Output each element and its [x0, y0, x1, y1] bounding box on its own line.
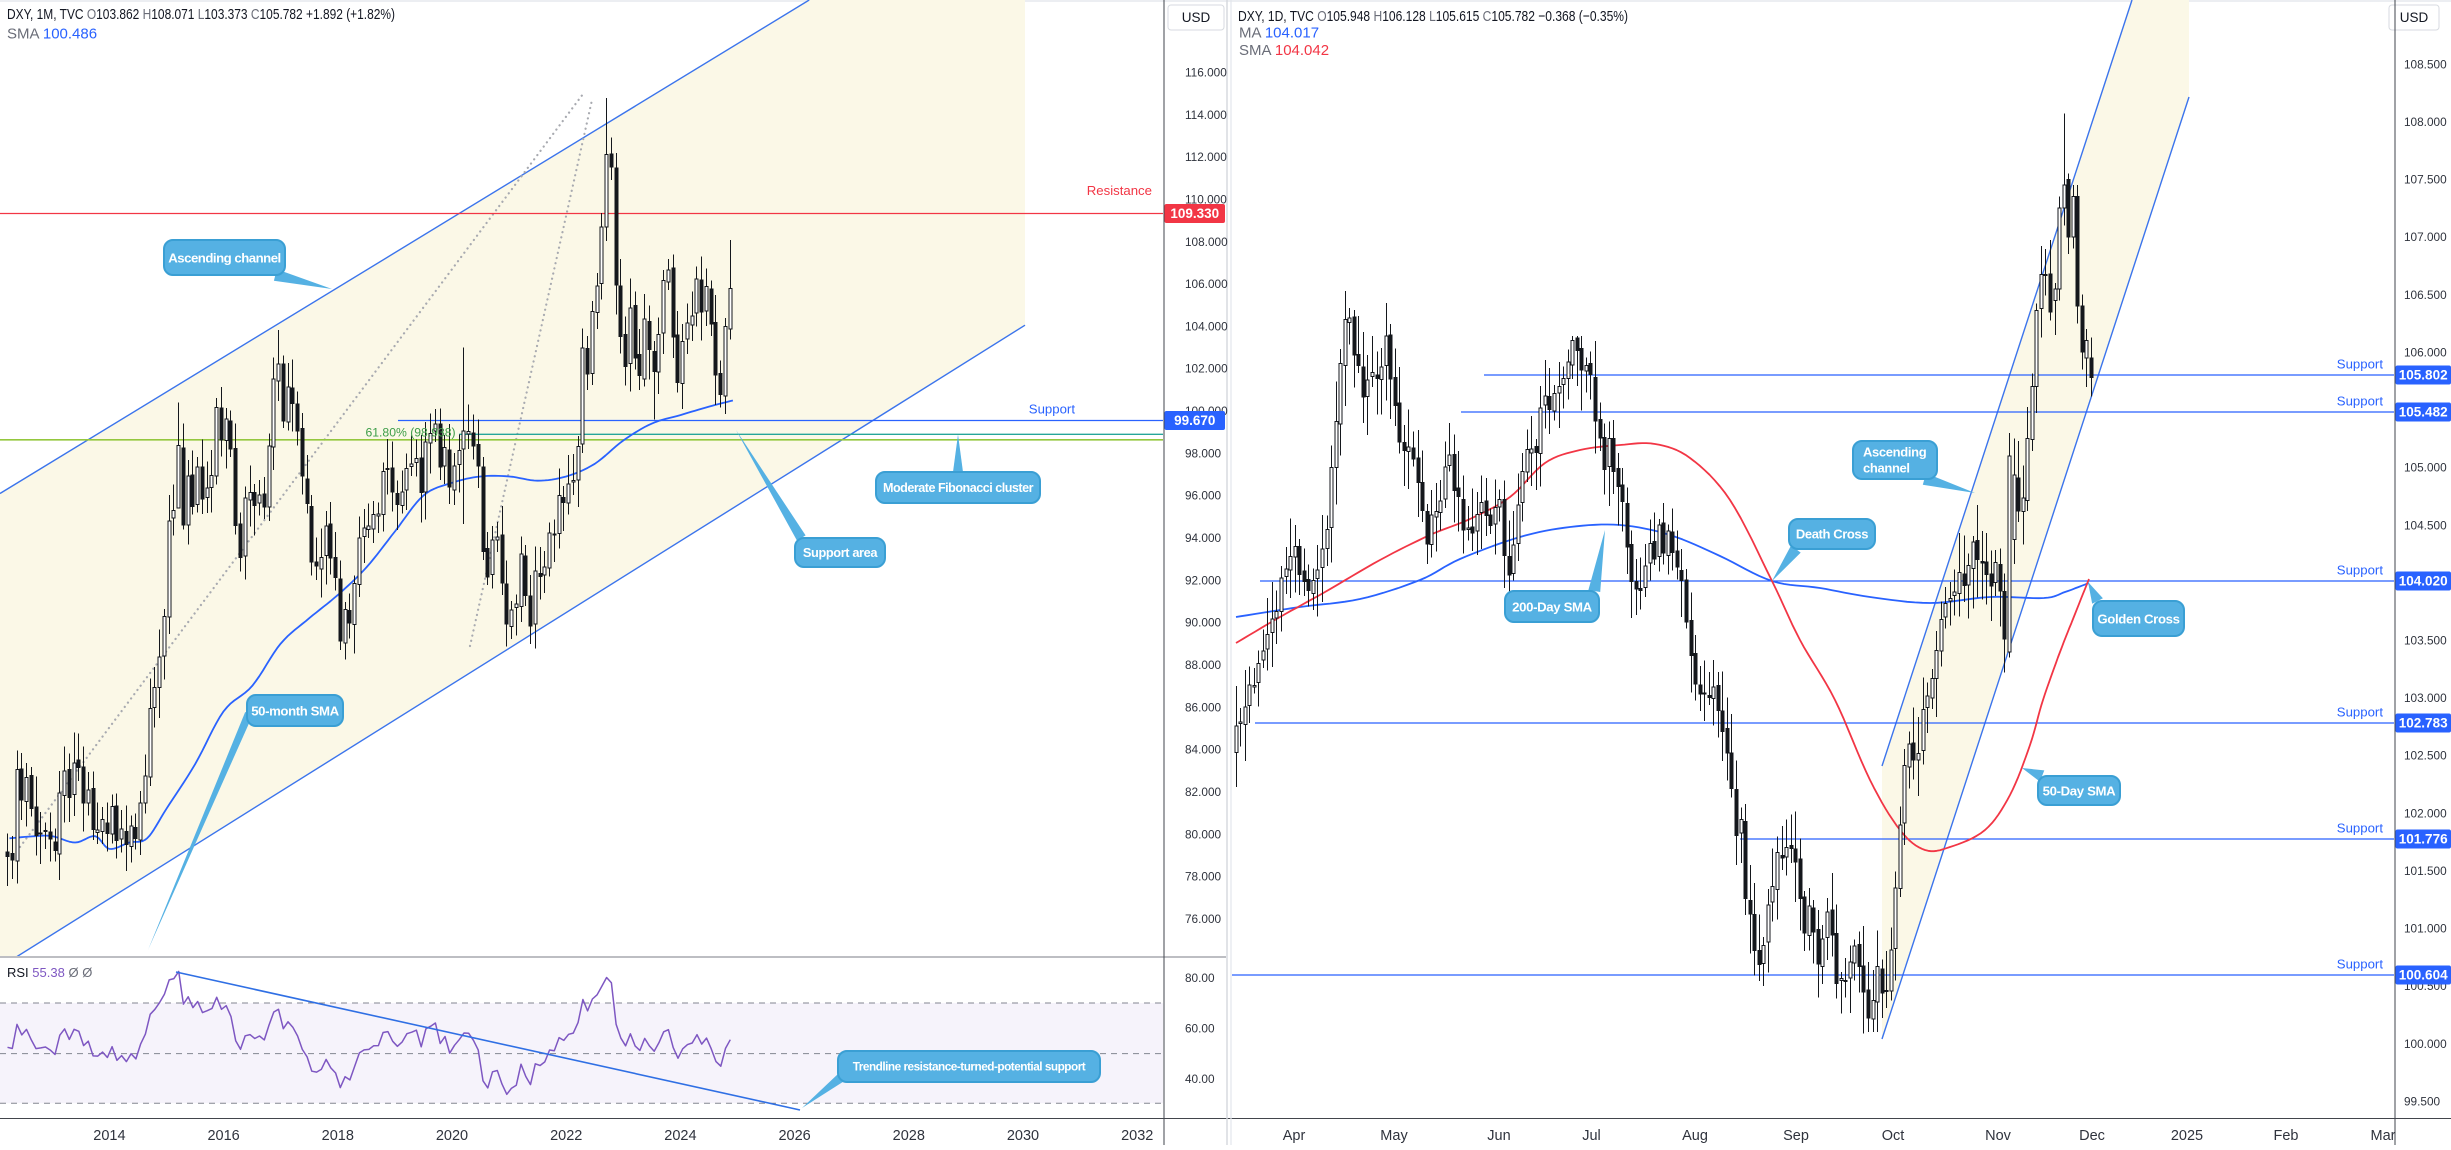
- svg-text:2026: 2026: [778, 1128, 810, 1144]
- svg-text:78.000: 78.000: [1185, 870, 1222, 884]
- svg-text:Moderate Fibonacci cluster: Moderate Fibonacci cluster: [883, 481, 1034, 495]
- svg-text:103.000: 103.000: [2404, 691, 2447, 705]
- svg-text:2018: 2018: [322, 1128, 354, 1144]
- svg-text:100.000: 100.000: [2404, 1037, 2447, 1051]
- svg-text:101.776: 101.776: [2399, 832, 2448, 847]
- svg-text:104.000: 104.000: [1185, 319, 1228, 333]
- svg-text:Support: Support: [2337, 705, 2384, 720]
- svg-text:Mar: Mar: [2371, 1128, 2396, 1144]
- svg-text:102.000: 102.000: [2404, 806, 2447, 820]
- svg-text:Ascending: Ascending: [1863, 445, 1927, 460]
- svg-text:96.000: 96.000: [1185, 489, 1222, 503]
- svg-text:80.000: 80.000: [1185, 827, 1222, 841]
- svg-text:DXY, 1M, TVC O103.862 H108.0: DXY, 1M, TVC O103.862 H108.071 L103.373 …: [7, 6, 395, 23]
- svg-text:92.000: 92.000: [1185, 573, 1222, 587]
- svg-text:Death Cross: Death Cross: [1796, 527, 1868, 542]
- svg-text:Sep: Sep: [1783, 1128, 1809, 1144]
- svg-text:channel: channel: [1863, 461, 1910, 476]
- svg-text:106.500: 106.500: [2404, 288, 2447, 302]
- svg-text:Support: Support: [2337, 821, 2384, 836]
- svg-text:2032: 2032: [1121, 1128, 1153, 1144]
- svg-text:60.00: 60.00: [1185, 1021, 1215, 1035]
- svg-text:2016: 2016: [207, 1128, 239, 1144]
- svg-text:112.000: 112.000: [1185, 150, 1227, 164]
- svg-text:Golden Cross: Golden Cross: [2097, 611, 2179, 626]
- svg-text:108.000: 108.000: [1185, 235, 1228, 249]
- svg-text:86.000: 86.000: [1185, 700, 1222, 714]
- svg-text:106.000: 106.000: [2404, 345, 2447, 359]
- svg-text:105.802: 105.802: [2399, 368, 2448, 383]
- svg-text:Aug: Aug: [1682, 1128, 1708, 1144]
- svg-text:50-month SMA: 50-month SMA: [251, 703, 339, 718]
- svg-text:Support area: Support area: [803, 545, 878, 560]
- svg-text:Support: Support: [2337, 563, 2384, 578]
- svg-text:98.000: 98.000: [1185, 446, 1222, 460]
- svg-text:Support: Support: [2337, 394, 2384, 409]
- svg-text:SMA 104.042: SMA 104.042: [1239, 42, 1329, 59]
- svg-text:USD: USD: [1182, 10, 1211, 25]
- svg-text:80.00: 80.00: [1185, 971, 1215, 985]
- svg-text:Resistance: Resistance: [1087, 183, 1152, 198]
- svg-text:99.670: 99.670: [1174, 413, 1215, 428]
- svg-text:102.000: 102.000: [1185, 362, 1228, 376]
- svg-text:99.500: 99.500: [2404, 1095, 2441, 1109]
- svg-text:Apr: Apr: [1283, 1128, 1306, 1144]
- svg-text:101.000: 101.000: [2404, 922, 2447, 936]
- svg-text:Oct: Oct: [1882, 1128, 1905, 1144]
- svg-text:94.000: 94.000: [1185, 531, 1222, 545]
- svg-text:2020: 2020: [436, 1128, 468, 1144]
- svg-text:Support: Support: [2337, 357, 2384, 372]
- svg-text:82.000: 82.000: [1185, 785, 1222, 799]
- svg-text:109.330: 109.330: [1170, 206, 1219, 221]
- svg-text:90.000: 90.000: [1185, 616, 1222, 630]
- svg-text:102.500: 102.500: [2404, 749, 2447, 763]
- svg-text:105.000: 105.000: [2404, 461, 2447, 475]
- svg-text:2028: 2028: [893, 1128, 925, 1144]
- svg-text:40.00: 40.00: [1185, 1072, 1215, 1086]
- svg-text:Ascending channel: Ascending channel: [168, 250, 280, 265]
- svg-text:106.000: 106.000: [1185, 277, 1228, 291]
- svg-text:DXY, 1D, TVC O105.948 H106.1: DXY, 1D, TVC O105.948 H106.128 L105.615 …: [1238, 8, 1628, 25]
- svg-text:Jul: Jul: [1582, 1128, 1601, 1144]
- svg-text:2024: 2024: [664, 1128, 696, 1144]
- svg-text:Support: Support: [1029, 402, 1076, 417]
- svg-text:2025: 2025: [2171, 1128, 2203, 1144]
- svg-text:MA 104.017: MA 104.017: [1239, 25, 1319, 42]
- svg-text:2014: 2014: [93, 1128, 125, 1144]
- svg-text:2022: 2022: [550, 1128, 582, 1144]
- svg-text:108.500: 108.500: [2404, 57, 2447, 71]
- svg-text:104.020: 104.020: [2399, 574, 2448, 589]
- svg-text:Dec: Dec: [2079, 1128, 2105, 1144]
- svg-text:200-Day SMA: 200-Day SMA: [1512, 599, 1593, 614]
- svg-text:RSI 55.38 Ø Ø: RSI 55.38 Ø Ø: [7, 965, 92, 980]
- svg-text:100.604: 100.604: [2399, 968, 2448, 983]
- svg-text:88.000: 88.000: [1185, 658, 1222, 672]
- svg-text:114.000: 114.000: [1185, 108, 1227, 122]
- svg-text:2030: 2030: [1007, 1128, 1039, 1144]
- svg-text:Support: Support: [2337, 957, 2384, 972]
- svg-text:107.500: 107.500: [2404, 173, 2447, 187]
- svg-text:116.000: 116.000: [1185, 66, 1227, 80]
- svg-text:50-Day SMA: 50-Day SMA: [2043, 783, 2117, 798]
- svg-text:USD: USD: [2400, 10, 2429, 25]
- svg-text:76.000: 76.000: [1185, 912, 1222, 926]
- svg-text:104.500: 104.500: [2404, 518, 2447, 532]
- svg-text:May: May: [1380, 1128, 1408, 1144]
- svg-text:Trendline resistance-turned-po: Trendline resistance-turned-potential su…: [853, 1060, 1086, 1074]
- svg-text:84.000: 84.000: [1185, 743, 1222, 757]
- svg-text:SMA 100.486: SMA 100.486: [7, 26, 97, 43]
- svg-text:Feb: Feb: [2274, 1128, 2299, 1144]
- svg-text:107.000: 107.000: [2404, 230, 2447, 244]
- svg-text:103.500: 103.500: [2404, 634, 2447, 648]
- svg-text:108.000: 108.000: [2404, 115, 2447, 129]
- svg-text:Nov: Nov: [1985, 1128, 2012, 1144]
- svg-text:102.783: 102.783: [2399, 716, 2448, 731]
- svg-text:Jun: Jun: [1487, 1128, 1510, 1144]
- svg-text:101.500: 101.500: [2404, 864, 2447, 878]
- svg-text:61.80% (98.938): 61.80% (98.938): [365, 426, 459, 440]
- svg-text:105.482: 105.482: [2399, 405, 2448, 420]
